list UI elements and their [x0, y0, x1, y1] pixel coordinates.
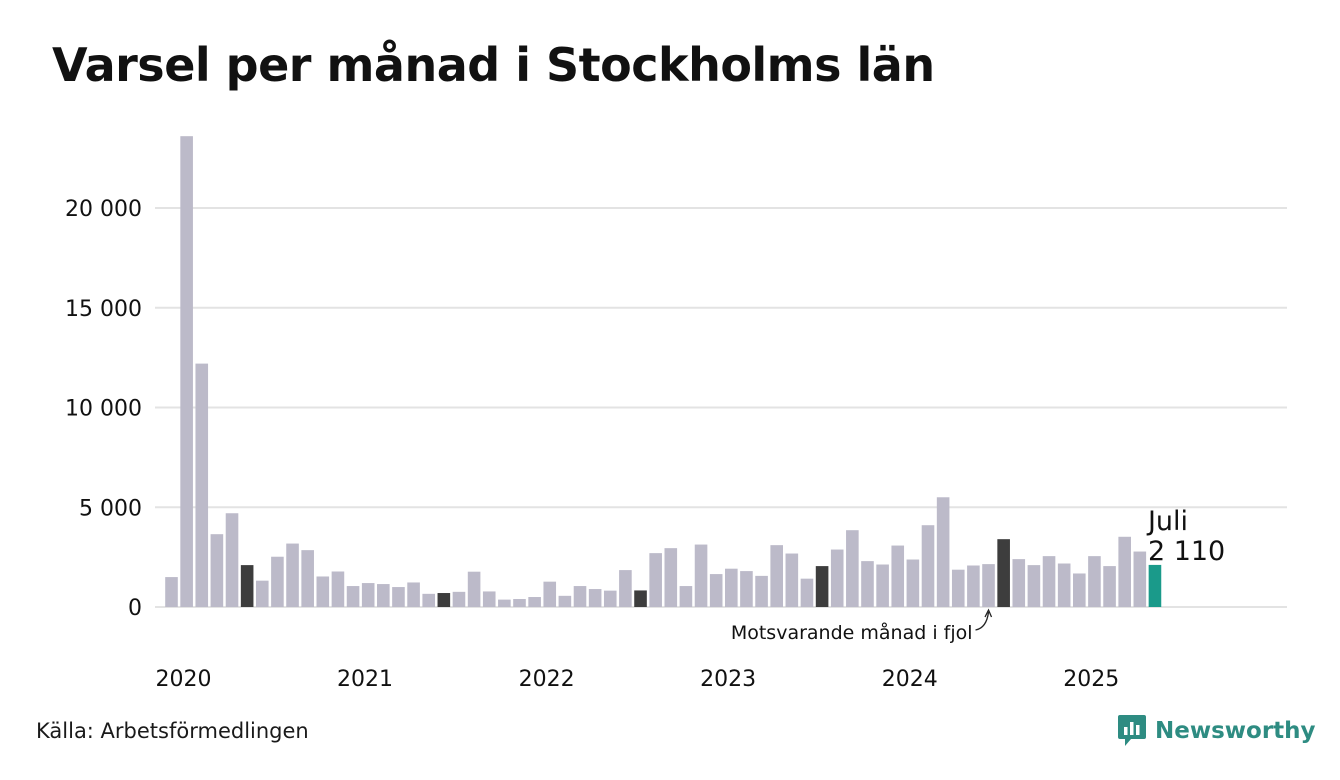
month-bar: [921, 525, 935, 607]
month-bar: [755, 575, 768, 607]
x-tick-label: 2020: [156, 667, 212, 692]
month-bar: [1042, 556, 1056, 607]
month-bar: [709, 574, 723, 607]
month-bar: [951, 569, 965, 607]
month-bar: [301, 550, 314, 607]
same-month-bar: [240, 565, 254, 607]
month-bar: [558, 595, 572, 607]
month-bar: [770, 545, 783, 607]
month-bar: [1073, 573, 1086, 607]
brand-name: Newsworthy: [1155, 718, 1316, 744]
month-bar: [876, 564, 889, 607]
month-bar: [180, 136, 193, 607]
source-note: Källa: Arbetsförmedlingen: [36, 719, 309, 743]
bar-chart: 0 5 000 10 000 15 000 20 000 2020 2021 2022 2023…: [65, 136, 1287, 692]
month-bar: [286, 543, 299, 607]
current-month-label: Juli: [1146, 506, 1188, 537]
month-bar: [452, 591, 466, 607]
month-bar: [316, 576, 330, 607]
month-bar: [906, 559, 920, 607]
month-bar: [528, 597, 541, 607]
x-tick-label: 2022: [519, 667, 575, 692]
month-bar: [679, 586, 693, 607]
month-bar: [603, 590, 617, 607]
current-month-value: 2 110: [1148, 536, 1225, 567]
month-bar: [785, 553, 799, 607]
month-bar: [1133, 551, 1147, 607]
month-bar: [694, 544, 708, 607]
same-month-bar: [437, 593, 451, 607]
month-bar: [255, 580, 269, 607]
annotation-arrow: [975, 611, 990, 631]
month-bar: [195, 363, 209, 607]
month-bar: [331, 571, 345, 607]
current-month-bar: [1148, 564, 1162, 607]
month-bar: [407, 582, 420, 607]
month-bar: [271, 556, 284, 607]
x-tick-label: 2023: [700, 667, 756, 692]
month-bar: [1027, 565, 1041, 607]
month-bar: [649, 553, 662, 607]
month-bar: [619, 570, 632, 607]
month-bar: [225, 513, 239, 607]
y-tick-label: 10 000: [65, 397, 142, 422]
same-month-bar: [815, 566, 829, 607]
y-tick-label: 15 000: [65, 297, 142, 322]
month-bar: [377, 584, 390, 607]
month-bar: [361, 583, 375, 607]
month-bar: [573, 586, 587, 607]
x-tick-label: 2025: [1063, 667, 1119, 692]
month-bar: [588, 589, 602, 607]
same-month-bar: [997, 539, 1010, 607]
newsworthy-logo-icon: [1118, 715, 1146, 746]
axes: 0 5 000 10 000 15 000 20 000 2020 2021 2022 2023…: [65, 197, 1119, 692]
y-tick-label: 20 000: [65, 197, 142, 222]
month-bar: [498, 599, 511, 607]
month-bar: [861, 561, 874, 607]
month-bar: [891, 545, 905, 607]
annotation-label: Motsvarande månad i fjol: [731, 621, 973, 644]
month-bar: [513, 599, 526, 607]
month-bar: [664, 548, 678, 607]
month-bar: [830, 549, 844, 607]
month-bar: [392, 587, 405, 607]
month-bar: [1012, 559, 1026, 607]
month-bar: [165, 577, 178, 607]
grid-lines: [155, 207, 1287, 608]
y-tick-label: 5 000: [79, 496, 142, 521]
x-tick-label: 2024: [882, 667, 938, 692]
month-bar: [467, 571, 481, 607]
month-bar: [1118, 536, 1131, 607]
month-bar: [936, 497, 950, 607]
month-bar: [422, 593, 436, 607]
month-bar: [1088, 556, 1101, 607]
month-bar: [740, 571, 753, 607]
month-bar: [210, 534, 224, 607]
y-tick-label: 0: [128, 596, 142, 621]
x-tick-label: 2021: [337, 667, 393, 692]
bars: [165, 136, 1162, 607]
same-month-bar: [634, 590, 647, 607]
month-bar: [482, 591, 496, 607]
brand-logo: Newsworthy: [1117, 713, 1316, 749]
month-bar: [1057, 563, 1071, 607]
month-bar: [725, 568, 738, 607]
month-bar: [800, 578, 814, 607]
chart-title: Varsel per månad i Stockholms län: [52, 38, 935, 92]
month-bar: [1103, 566, 1116, 607]
month-bar: [543, 581, 557, 607]
month-bar: [846, 530, 859, 607]
month-bar: [346, 586, 360, 607]
annotation-arrowhead: [984, 608, 993, 618]
month-bar: [982, 564, 995, 607]
month-bar: [967, 565, 980, 607]
